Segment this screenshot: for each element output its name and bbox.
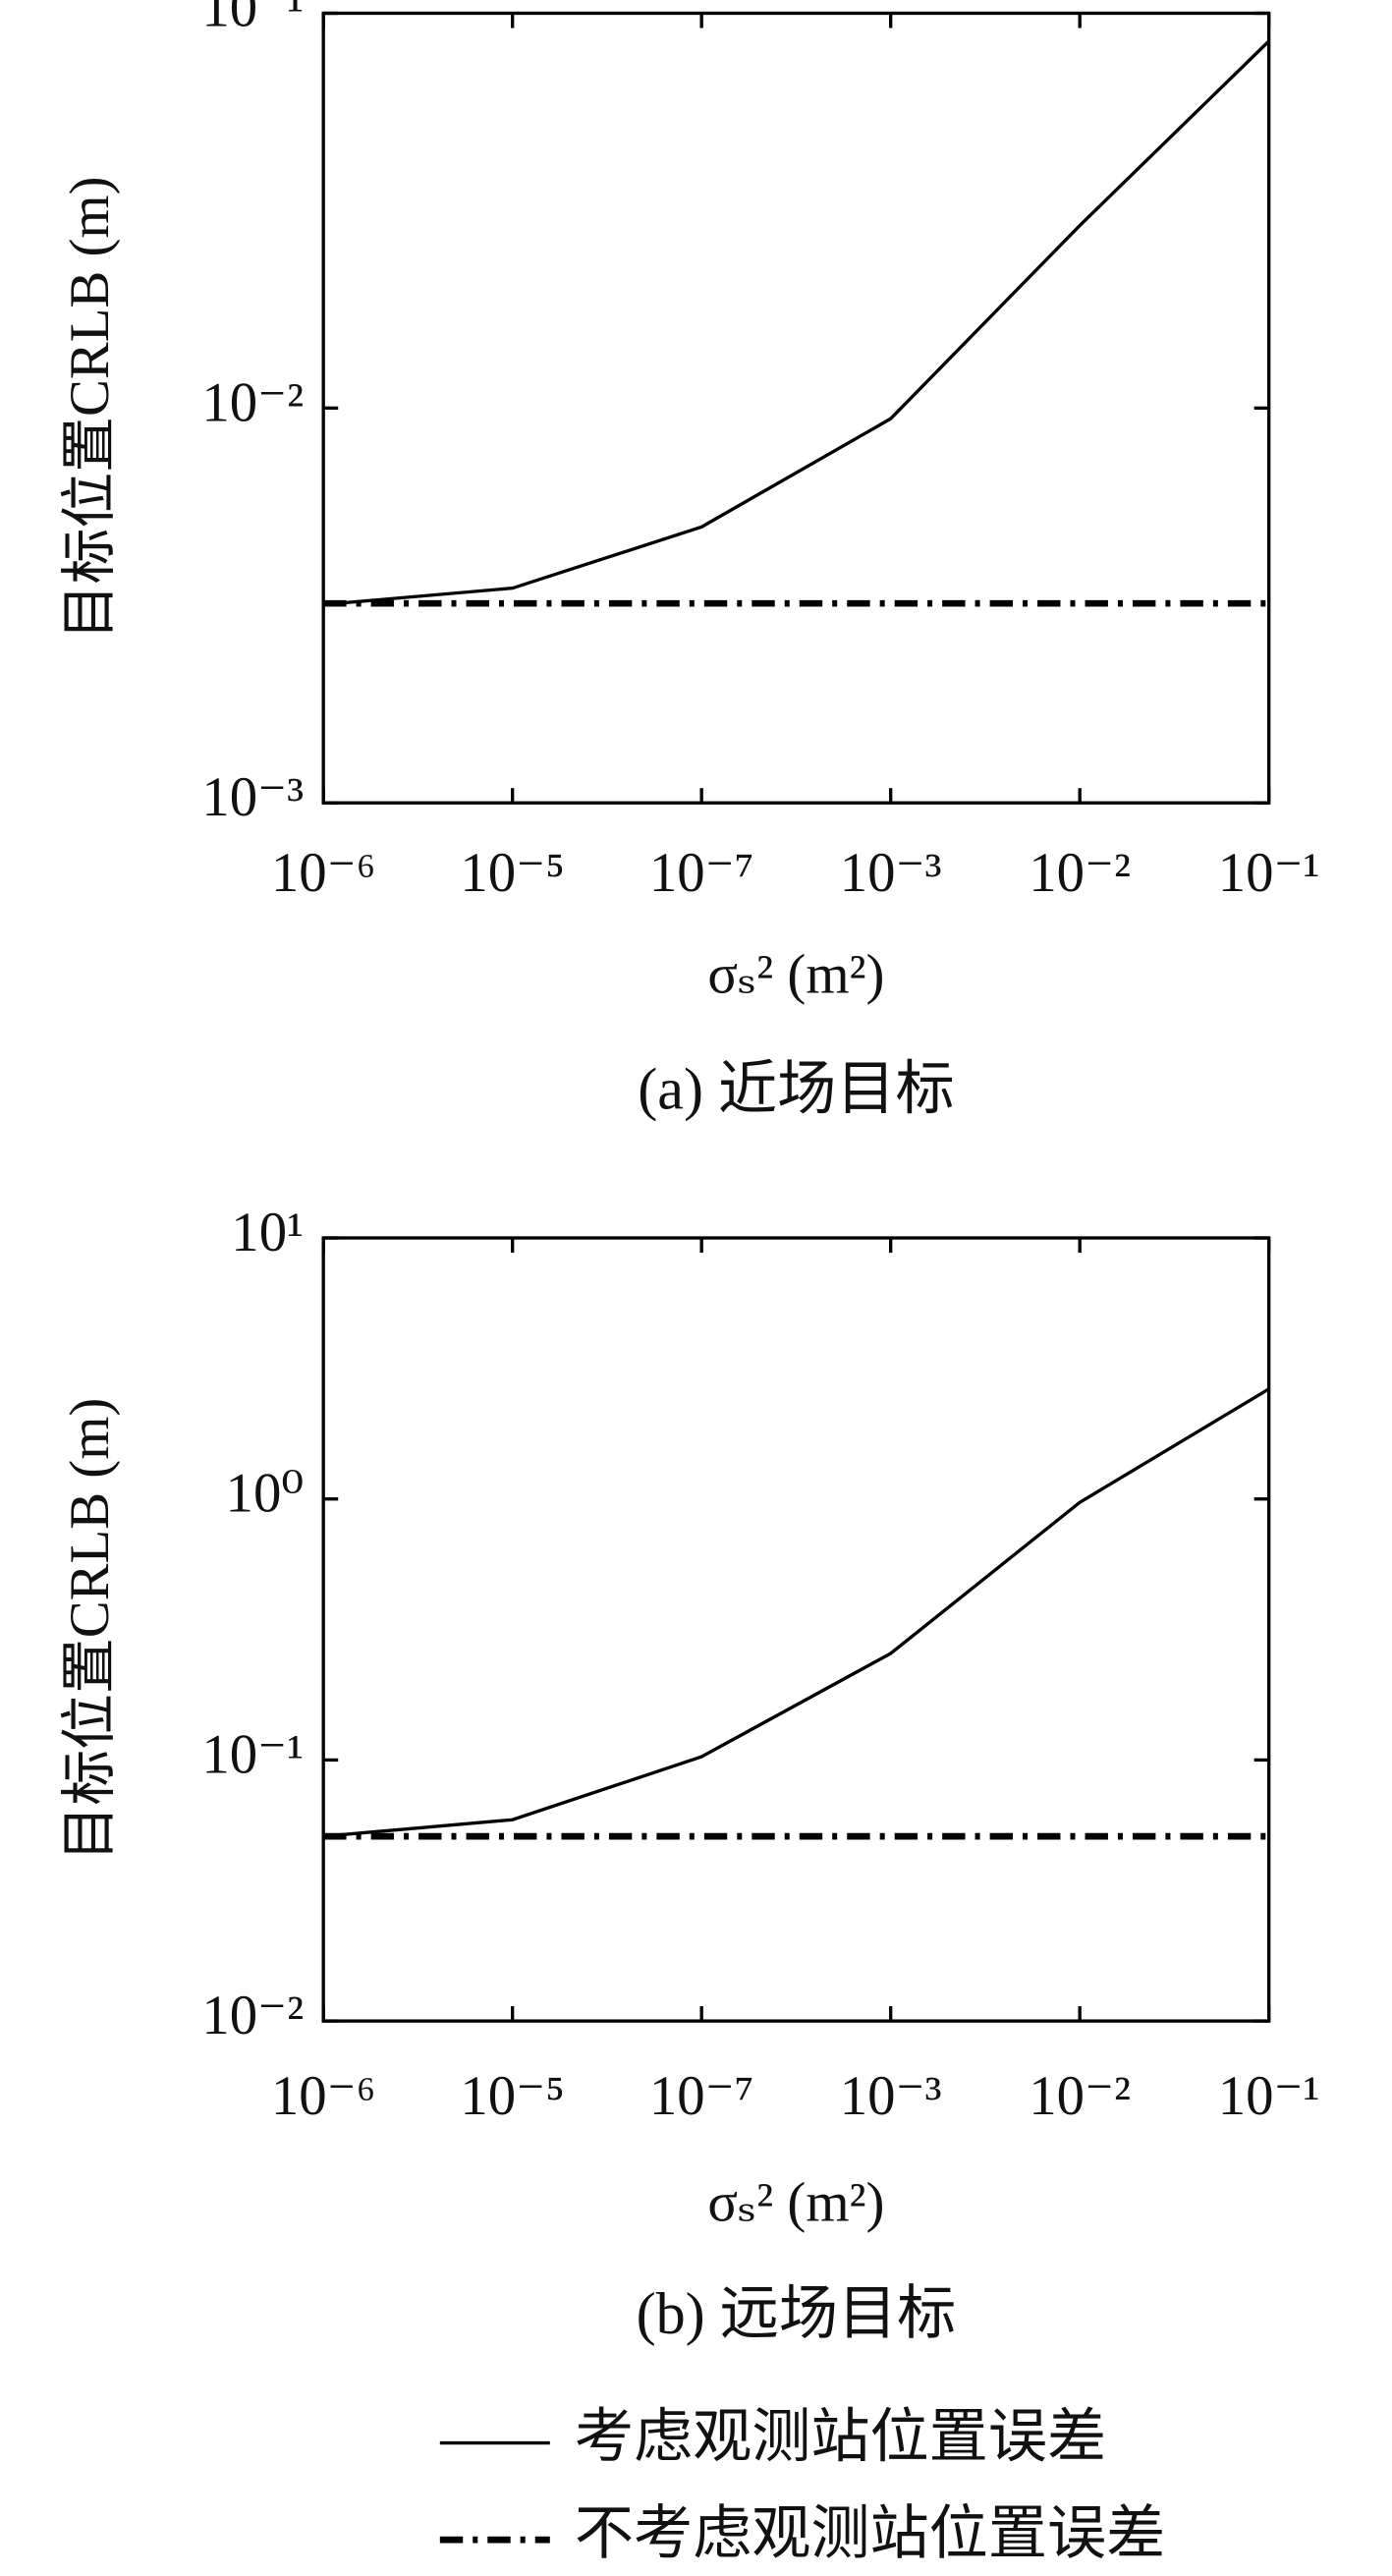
y-tick-label: 10⁻¹ — [201, 0, 304, 39]
x-tick-label: 10⁻¹ — [1218, 842, 1320, 904]
y-tick-label: 10⁻² — [201, 371, 304, 433]
caption: (b) 远场目标 — [637, 2281, 957, 2347]
y-tick-label: 10⁻¹ — [201, 1723, 304, 1785]
x-tick-label: 10⁻⁶ — [271, 2065, 376, 2127]
x-tick-label: 10⁻⁷ — [649, 842, 754, 904]
y-tick-label: 10⁻³ — [201, 766, 304, 828]
caption: (a) 近场目标 — [638, 1056, 954, 1122]
y-axis-label: 目标位置CRLB (m) — [59, 176, 121, 640]
x-tick-label: 10⁻⁶ — [271, 842, 376, 904]
y-axis-label: 目标位置CRLB (m) — [59, 1398, 121, 1862]
legend-label: 考虑观测站位置误差 — [575, 2404, 1106, 2470]
y-tick-label: 10⁻² — [201, 1985, 304, 2046]
x-tick-label: 10⁻² — [1029, 842, 1131, 904]
series-line — [323, 39, 1270, 607]
x-axis-label: σₛ² (m²) — [707, 944, 884, 1006]
plot-frame — [321, 11, 1271, 805]
y-tick-label: 10¹ — [231, 1202, 304, 1263]
x-tick-label: 10⁻³ — [840, 842, 942, 904]
legend-label: 不考虑观测站位置误差 — [575, 2501, 1165, 2567]
series-line — [323, 1387, 1270, 1838]
x-tick-label: 10⁻³ — [840, 2065, 942, 2127]
plot-frame — [321, 1236, 1271, 2023]
x-tick-label: 10⁻⁵ — [460, 2065, 565, 2127]
x-axis-label: σₛ² (m²) — [707, 2172, 884, 2234]
x-tick-label: 10⁻¹ — [1218, 2065, 1320, 2127]
x-tick-label: 10⁻² — [1029, 2065, 1131, 2127]
y-tick-label: 10⁰ — [226, 1463, 305, 1525]
x-tick-label: 10⁻⁷ — [649, 2065, 754, 2127]
x-tick-label: 10⁻⁵ — [460, 842, 565, 904]
